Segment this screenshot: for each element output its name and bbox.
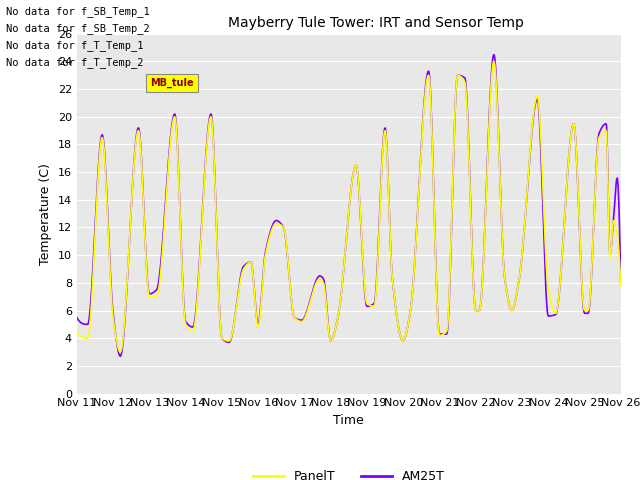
Title: Mayberry Tule Tower: IRT and Sensor Temp: Mayberry Tule Tower: IRT and Sensor Temp — [228, 16, 524, 30]
Text: No data for f_SB_Temp_2: No data for f_SB_Temp_2 — [6, 23, 150, 34]
Y-axis label: Temperature (C): Temperature (C) — [39, 163, 52, 264]
Text: No data for f_SB_Temp_1: No data for f_SB_Temp_1 — [6, 6, 150, 17]
Legend: PanelT, AM25T: PanelT, AM25T — [248, 465, 450, 480]
Text: No data for f_T_Temp_1: No data for f_T_Temp_1 — [6, 40, 144, 51]
Text: MB_tule: MB_tule — [150, 78, 194, 88]
Text: No data for f_T_Temp_2: No data for f_T_Temp_2 — [6, 57, 144, 68]
X-axis label: Time: Time — [333, 414, 364, 427]
